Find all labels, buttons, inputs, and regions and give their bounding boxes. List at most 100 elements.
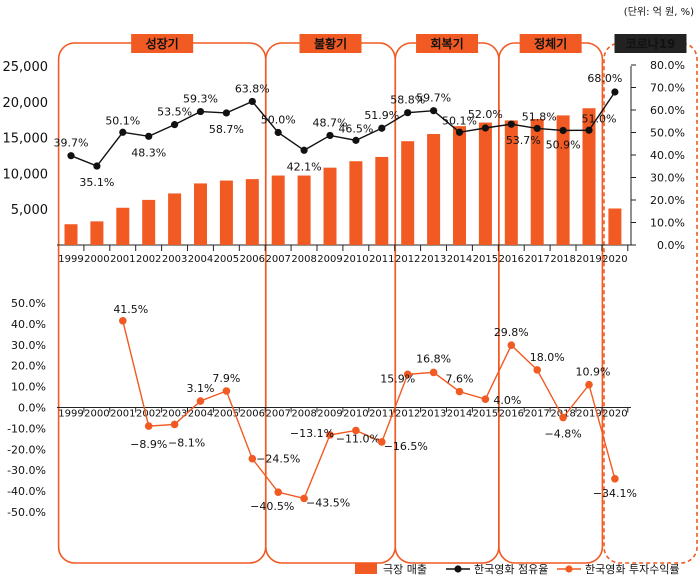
share-data-label: 48.7% xyxy=(313,116,348,129)
roi-point xyxy=(170,420,179,429)
bottom-axes: 50.0% 40.0% 30.0% 20.0% 10.0% 0.0% -10.0% -20.0… xyxy=(7,297,631,519)
top-x-tick-label: 2003 xyxy=(162,254,187,265)
top-x-tick-label: 2015 xyxy=(473,254,498,265)
roi-point xyxy=(429,368,438,377)
sales-bar xyxy=(530,118,544,245)
bottom-axis-tick-label: -50.0% xyxy=(7,506,46,519)
sales-bar xyxy=(64,224,78,245)
left-axis-tick-label: 10,000 xyxy=(3,167,49,182)
bottom-x-tick-label: 2010 xyxy=(343,409,368,420)
left-axis-tick-label: 25,000 xyxy=(3,60,49,75)
share-point xyxy=(559,126,567,135)
sales-bar xyxy=(116,207,130,245)
bottom-axis-tick-label: -20.0% xyxy=(7,443,46,456)
bottom-axis-tick-label: -30.0% xyxy=(7,464,46,477)
roi-line: 41.5% −8.9% −8.1% 3.1%7.9% −24.5% −40.5% −43.5… xyxy=(113,303,637,513)
roi-data-label: −8.1% xyxy=(168,436,205,449)
share-point xyxy=(171,121,179,129)
right-axis-tick-label: 40.0% xyxy=(650,149,685,162)
share-data-label: 59.7% xyxy=(416,92,451,105)
bottom-x-tick-label: 2016 xyxy=(499,409,524,420)
bottom-x-tick-label: 2001 xyxy=(110,409,135,420)
roi-point xyxy=(326,431,334,439)
bottom-x-tick-label: 2005 xyxy=(214,409,239,420)
share-point xyxy=(585,126,593,134)
top-x-tick-label: 2018 xyxy=(550,254,575,265)
share-point xyxy=(352,136,360,144)
legend-bar-swatch xyxy=(355,563,377,574)
sales-bars xyxy=(64,108,622,246)
top-x-tick-label: 2009 xyxy=(317,254,342,265)
share-point xyxy=(455,128,464,136)
left-axis-tick-label: 20,000 xyxy=(3,96,49,111)
roi-data-label: 41.5% xyxy=(113,303,148,316)
roi-data-label: −4.8% xyxy=(545,428,582,441)
bottom-axis-tick-label: -10.0% xyxy=(7,422,46,435)
period-boxes: 성장기 불황기 회복기 정체기 코로나19 xyxy=(57,34,698,564)
share-data-label: 58.8% xyxy=(390,94,425,107)
share-point xyxy=(274,128,282,137)
roi-data-label: 4.0% xyxy=(493,394,521,407)
legend-dot-swatch xyxy=(454,565,462,573)
roi-point xyxy=(559,413,567,422)
roi-point xyxy=(533,366,541,374)
share-data-label: 50.1% xyxy=(105,114,140,127)
top-x-tick-label: 1999 xyxy=(58,254,83,265)
share-point xyxy=(507,120,515,128)
top-x-tick-label: 2007 xyxy=(265,254,290,265)
share-data-label: 52.0% xyxy=(468,108,503,121)
share-point xyxy=(404,109,412,117)
bottom-x-tick-label: 2013 xyxy=(421,409,446,420)
top-x-tick-label: 2013 xyxy=(421,254,446,265)
sales-bar xyxy=(582,108,596,245)
roi-point xyxy=(300,494,308,503)
period-label: 불황기 xyxy=(314,36,347,51)
roi-point xyxy=(144,422,153,430)
bottom-axis-tick-label: 0.0% xyxy=(18,402,46,415)
bottom-x-tick-label: 2004 xyxy=(188,409,213,420)
top-x-tick-label: 2008 xyxy=(291,254,316,265)
sales-bar xyxy=(297,175,311,245)
roi-point xyxy=(119,316,127,325)
top-x-tick-label: 2017 xyxy=(524,254,549,265)
roi-data-label: 7.6% xyxy=(446,373,474,386)
bottom-x-tick-label: 2006 xyxy=(240,409,265,420)
right-axis-tick-label: 0.0% xyxy=(657,239,685,252)
bottom-x-tick-label: 2015 xyxy=(473,409,498,420)
top-x-tick-label: 2020 xyxy=(602,254,627,265)
sales-bar xyxy=(194,183,207,245)
share-point xyxy=(93,162,101,170)
share-data-label: 35.1% xyxy=(79,176,114,189)
period-label: 정체기 xyxy=(534,36,567,51)
roi-point xyxy=(378,438,386,446)
right-axis-tick-label: 20.0% xyxy=(650,194,685,207)
share-point xyxy=(196,107,205,116)
share-data-label: 50.9% xyxy=(546,138,581,151)
right-axis-tick-label: 10.0% xyxy=(650,217,685,230)
roi-point xyxy=(403,370,412,379)
share-point xyxy=(481,124,489,132)
sales-bar xyxy=(375,156,389,245)
sales-bar xyxy=(556,115,570,246)
roi-series-line xyxy=(122,320,616,500)
share-data-label: 53.5% xyxy=(157,106,192,119)
right-axis-tick-label: 50.0% xyxy=(650,127,685,140)
bottom-x-tick-label: 2008 xyxy=(291,409,316,420)
right-axis-tick-label: 60.0% xyxy=(650,104,685,117)
top-x-tick-label: 2010 xyxy=(343,254,368,265)
roi-data-label: −11.0% xyxy=(336,432,380,445)
bottom-x-tick-label: 2007 xyxy=(265,409,290,420)
share-data-label: 46.5% xyxy=(338,122,373,135)
share-data-label: 42.1% xyxy=(287,160,322,173)
bottom-x-tick-label: 2011 xyxy=(369,409,394,420)
roi-data-label: 3.1% xyxy=(187,382,215,395)
legend: 극장 매출 한국영화 점유율 한국영화 투자수익률 xyxy=(355,563,680,576)
share-data-label: 50.0% xyxy=(261,114,296,127)
share-data-label: 50.1% xyxy=(442,114,477,127)
roi-data-label: −40.5% xyxy=(250,500,294,513)
bottom-x-tick-label: 2019 xyxy=(576,409,601,420)
period-label-bg xyxy=(416,34,479,53)
period-label-bg xyxy=(131,34,194,53)
sales-bar xyxy=(427,134,441,245)
